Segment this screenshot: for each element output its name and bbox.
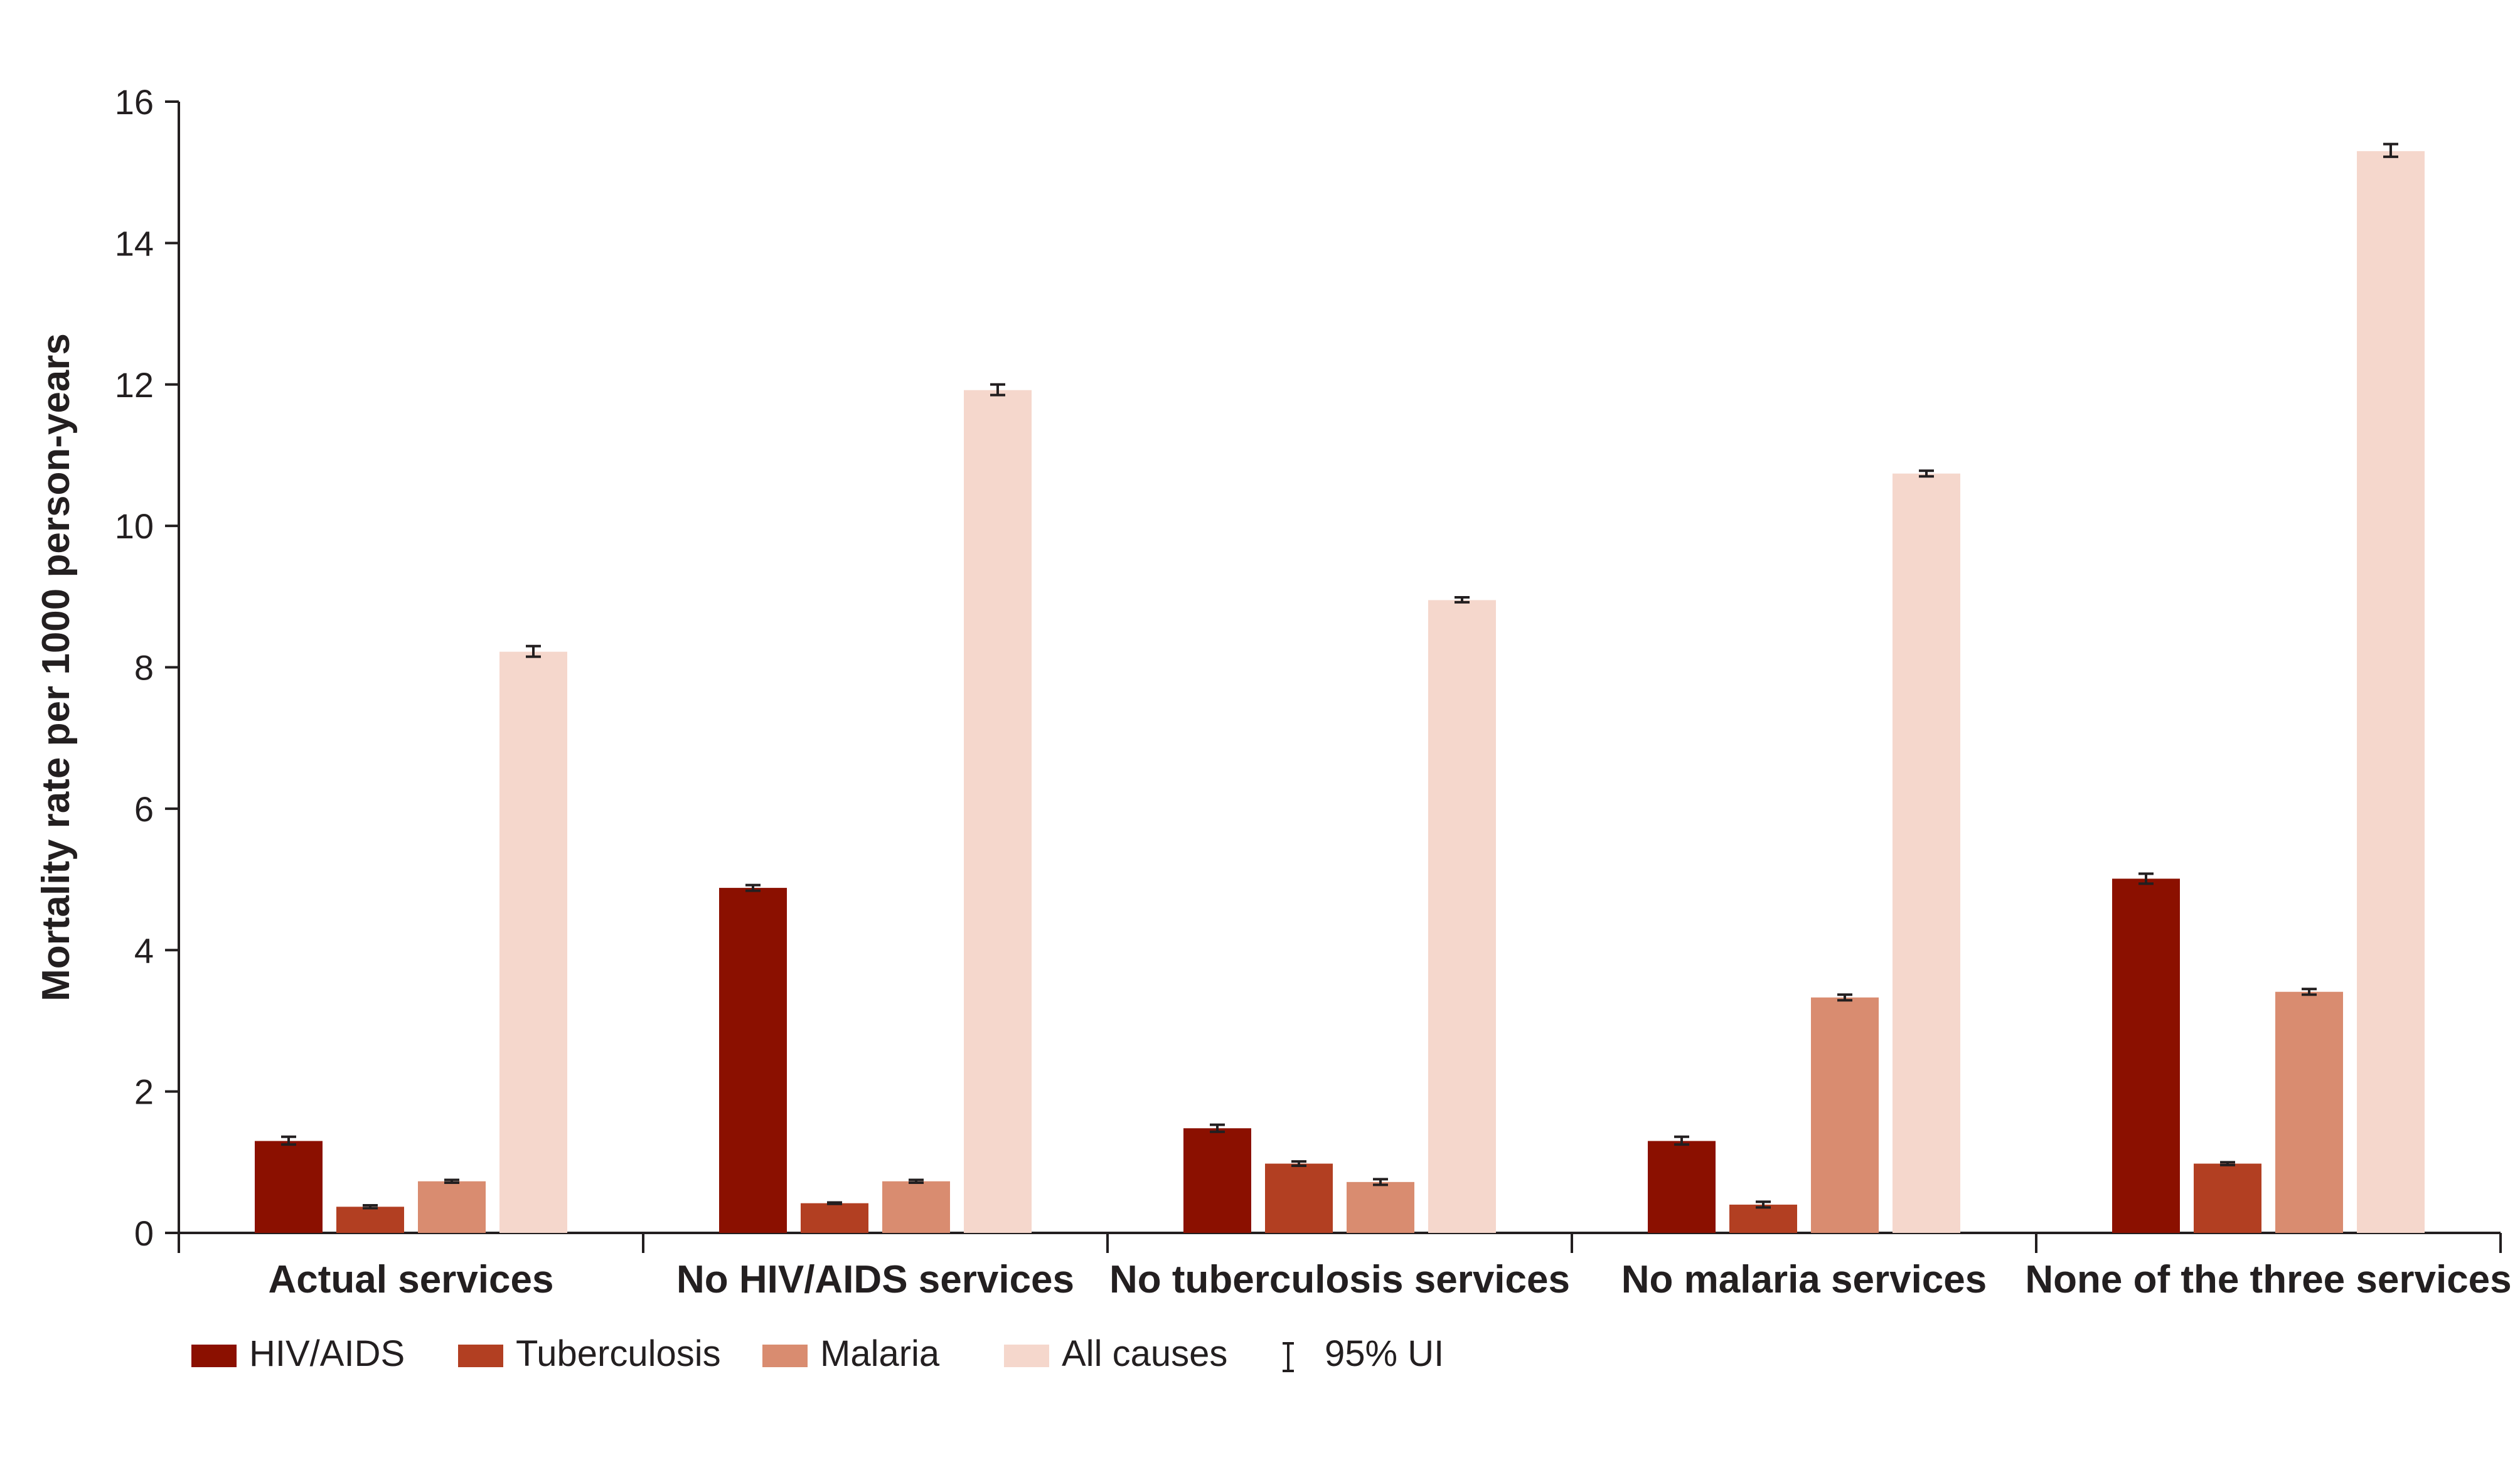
bar [1811,997,1879,1233]
legend-label: Malaria [820,1333,940,1374]
bar [418,1181,486,1233]
bar [1648,1141,1716,1233]
bar [499,651,567,1233]
bar [2357,151,2425,1234]
y-tick-label: 6 [134,789,154,829]
legend: HIV/AIDS Tuberculosis Malaria All causes 95%… [191,1333,1444,1374]
legend-label: Tuberculosis [516,1333,721,1374]
legend-swatch [762,1345,808,1367]
x-category-label: None of the three services [2025,1258,2511,1301]
y-tick-label: 14 [115,223,154,263]
bar [719,888,787,1233]
bar [336,1207,404,1233]
legend-swatch [191,1345,237,1367]
x-category-label: No tuberculosis services [1109,1258,1570,1301]
x-axis: Actual services No HIV/AIDS services No tu… [178,1232,2512,1301]
y-tick-label: 4 [134,930,154,970]
legend-swatch [1004,1345,1049,1367]
y-axis: 0 2 4 6 8 10 12 14 16 [115,82,180,1253]
y-tick-label: 0 [134,1213,154,1253]
y-tick-label: 2 [134,1072,154,1112]
x-category-label: Actual services [269,1258,554,1301]
bar [255,1141,323,1233]
legend-label: HIV/AIDS [249,1333,405,1374]
bar [1183,1128,1251,1233]
bar [1265,1163,1333,1233]
error-bars [281,142,2398,1210]
bar [1729,1204,1797,1233]
legend-label: All causes [1062,1333,1227,1374]
bar [882,1181,950,1233]
bar [801,1203,868,1233]
bar [2112,878,2180,1233]
y-tick-label: 10 [115,506,154,546]
bar [1428,600,1496,1233]
bar [1893,473,1960,1233]
y-axis-label: Mortality rate per 1000 person-years [35,333,78,1001]
y-tick-label: 12 [115,365,154,405]
x-category-label: No malaria services [1621,1258,1987,1301]
bars [255,151,2425,1234]
bar [1347,1181,1414,1233]
y-tick-label: 16 [115,82,154,122]
bar [2194,1163,2261,1233]
y-tick-label: 8 [134,648,154,688]
bar [2275,991,2343,1233]
x-category-label: No HIV/AIDS services [676,1258,1074,1301]
legend-label: 95% UI [1325,1333,1444,1374]
legend-swatch [458,1345,503,1367]
bar [964,390,1032,1233]
